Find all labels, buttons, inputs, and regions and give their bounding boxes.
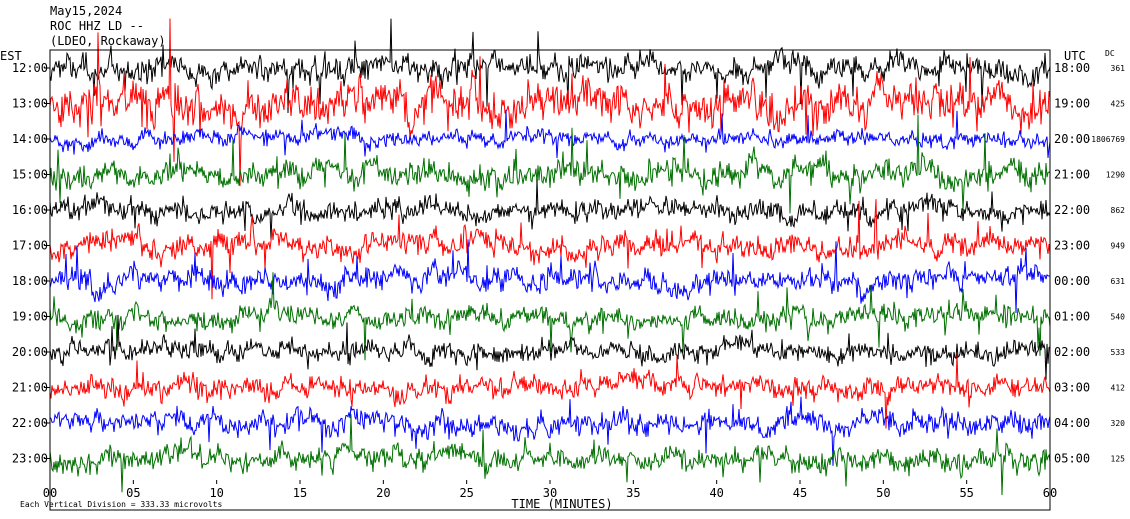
minute-tick-label: 35 bbox=[626, 486, 640, 500]
dc-axis-title: DC bbox=[1105, 49, 1115, 58]
dc-label: 125 bbox=[1111, 455, 1126, 464]
dc-label: 425 bbox=[1111, 100, 1126, 109]
utc-label: 02:00 bbox=[1054, 345, 1090, 359]
minute-tick-labels: 00 05 10 15 20 25 30 35 40 45 50 55 60 bbox=[43, 480, 1057, 500]
utc-label: 04:00 bbox=[1054, 416, 1090, 430]
trace-row-1900 bbox=[49, 272, 1051, 361]
dc-label: 1290 bbox=[1106, 171, 1125, 180]
trace-row-1700 bbox=[49, 199, 1051, 300]
utc-axis-title: UTC bbox=[1064, 49, 1086, 63]
trace-row-1800 bbox=[49, 239, 1051, 314]
vertical-division-note: Each Vertical Division = 333.33 microvol… bbox=[20, 500, 222, 509]
utc-label: 00:00 bbox=[1054, 274, 1090, 288]
trace-row-2000 bbox=[49, 314, 1051, 380]
est-label: 19:00 bbox=[12, 310, 48, 324]
minute-tick-label: 10 bbox=[209, 486, 223, 500]
est-label: 23:00 bbox=[12, 452, 48, 466]
minute-tick-label: 20 bbox=[376, 486, 390, 500]
est-label: 16:00 bbox=[12, 203, 48, 217]
utc-label: 20:00 bbox=[1054, 132, 1090, 146]
est-label: 13:00 bbox=[12, 97, 48, 111]
est-hour-labels: 12:00 13:00 14:00 15:00 16:00 17:00 18:00 19:00… bbox=[12, 61, 50, 466]
est-label: 20:00 bbox=[12, 345, 48, 359]
trace-row-1400 bbox=[49, 109, 1051, 159]
seismic-traces bbox=[49, 18, 1051, 496]
utc-label: 03:00 bbox=[1054, 381, 1090, 395]
est-label: 18:00 bbox=[12, 274, 48, 288]
utc-hour-labels: 18:00 19:00 20:00 21:00 22:00 23:00 00:00 01:00… bbox=[1054, 61, 1090, 466]
dc-label: 862 bbox=[1111, 206, 1126, 215]
utc-label: 18:00 bbox=[1054, 61, 1090, 75]
dc-label: 949 bbox=[1111, 242, 1126, 251]
est-label: 14:00 bbox=[12, 132, 48, 146]
utc-label: 19:00 bbox=[1054, 97, 1090, 111]
minute-tick-label: 40 bbox=[709, 486, 723, 500]
minute-tick-label: 25 bbox=[459, 486, 473, 500]
minute-tick-label: 00 bbox=[43, 486, 57, 500]
trace-row-1200 bbox=[49, 18, 1051, 114]
est-label: 12:00 bbox=[12, 61, 48, 75]
est-axis-title: EST bbox=[0, 49, 22, 63]
minute-tick-label: 55 bbox=[959, 486, 973, 500]
dc-offset-labels: 361 425 -1806769 1290 862 949 631 540 533 412 320 1… bbox=[1086, 64, 1125, 464]
dc-label: 361 bbox=[1111, 64, 1126, 73]
est-label: 22:00 bbox=[12, 416, 48, 430]
dc-label: 412 bbox=[1111, 384, 1126, 393]
trace-row-1500 bbox=[49, 114, 1051, 214]
minute-tick-label: 50 bbox=[876, 486, 890, 500]
est-label: 15:00 bbox=[12, 168, 48, 182]
minute-tick-label: 15 bbox=[293, 486, 307, 500]
dc-label: 631 bbox=[1111, 277, 1126, 286]
est-label: 17:00 bbox=[12, 239, 48, 253]
dc-label: -1806769 bbox=[1086, 135, 1125, 144]
minute-tick-label: 45 bbox=[793, 486, 807, 500]
minute-tick-label: 30 bbox=[543, 486, 557, 500]
utc-label: 22:00 bbox=[1054, 203, 1090, 217]
utc-label: 23:00 bbox=[1054, 239, 1090, 253]
dc-label: 540 bbox=[1111, 313, 1126, 322]
trace-row-2300 bbox=[49, 414, 1051, 496]
dc-label: 533 bbox=[1111, 348, 1126, 357]
utc-label: 21:00 bbox=[1054, 168, 1090, 182]
minute-tick-label: 05 bbox=[126, 486, 140, 500]
trace-row-2200 bbox=[49, 396, 1051, 466]
utc-label: 05:00 bbox=[1054, 452, 1090, 466]
x-axis-title: TIME (MINUTES) bbox=[511, 497, 612, 511]
trace-row-1300 bbox=[49, 18, 1051, 187]
minute-tick-label: 60 bbox=[1043, 486, 1057, 500]
trace-row-1600 bbox=[49, 179, 1051, 240]
header-site: (LDEO, Rockaway) bbox=[50, 34, 166, 48]
header-date: May15,2024 bbox=[50, 4, 122, 18]
est-label: 21:00 bbox=[12, 381, 48, 395]
utc-label: 01:00 bbox=[1054, 310, 1090, 324]
dc-label: 320 bbox=[1111, 419, 1126, 428]
trace-row-2100 bbox=[49, 354, 1051, 429]
header-station: ROC HHZ LD -- bbox=[50, 19, 144, 33]
